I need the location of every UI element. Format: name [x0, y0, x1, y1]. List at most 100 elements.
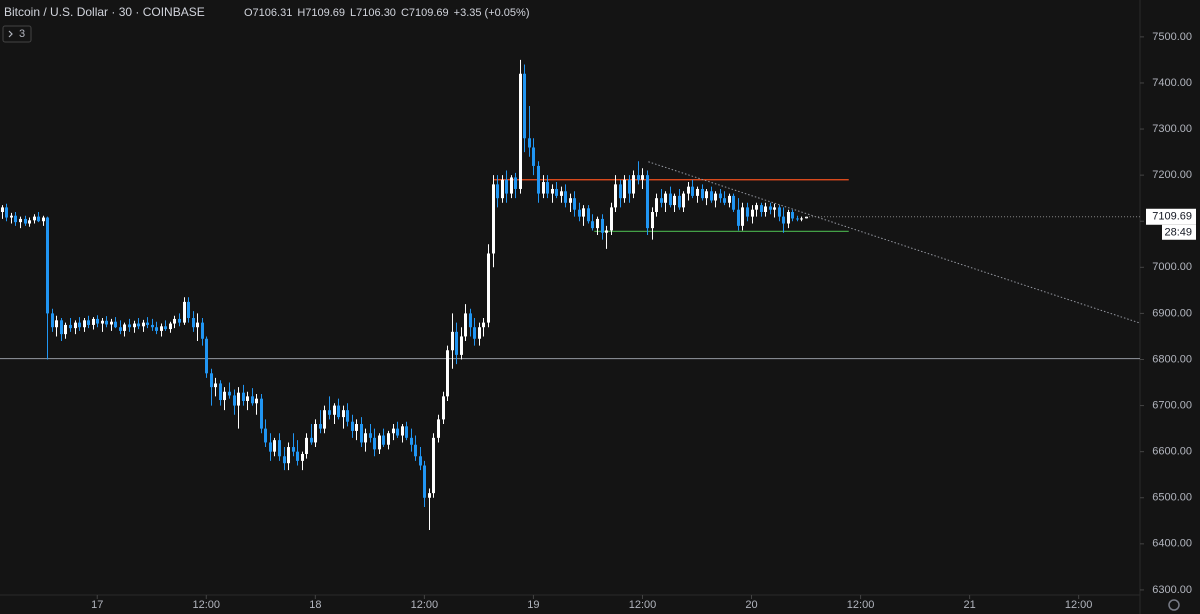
- candle-body: [1, 207, 4, 213]
- candle-body: [664, 193, 667, 203]
- candle-body: [42, 217, 45, 222]
- candle-body: [160, 326, 163, 331]
- candle-body: [46, 217, 49, 314]
- price-label: 7109.69: [1152, 211, 1192, 223]
- candle-body: [74, 322, 77, 329]
- candle-body: [401, 426, 404, 436]
- candle-body: [419, 456, 422, 466]
- x-tick-label: 12:00: [629, 599, 657, 611]
- candle-body: [178, 318, 181, 323]
- ohlc-value: O7106.31: [244, 7, 292, 19]
- candle-body: [601, 218, 604, 233]
- candle-body: [228, 391, 231, 396]
- candle-body: [596, 218, 599, 229]
- candle-body: [523, 73, 526, 139]
- candle-body: [19, 218, 22, 223]
- x-tick-label: 12:00: [411, 599, 439, 611]
- candle-body: [482, 322, 485, 328]
- symbol-title: Bitcoin / U.S. Dollar · 30 · COINBASE: [4, 5, 205, 19]
- candle-body: [264, 428, 267, 443]
- y-tick-label: 6900.00: [1152, 307, 1192, 319]
- x-tick-label: 17: [91, 599, 103, 611]
- candle-body: [710, 191, 713, 201]
- candle-body: [587, 208, 590, 222]
- ohlc-legend: O7106.31 H7109.69 L7106.30 C7109.69 +3.35 (+…: [244, 7, 530, 19]
- candle-body: [142, 322, 145, 327]
- candle-body: [691, 186, 694, 196]
- y-tick-label: 6300.00: [1152, 584, 1192, 596]
- candle-body: [728, 195, 731, 203]
- candle-body: [64, 324, 67, 335]
- candle-body: [410, 437, 413, 445]
- candle-body: [101, 320, 104, 324]
- candle-body: [269, 442, 272, 452]
- candle-body: [791, 212, 794, 219]
- countdown-box: [1162, 224, 1196, 240]
- candle-body: [414, 444, 417, 457]
- candle-body: [342, 410, 345, 418]
- candle-body: [83, 320, 86, 328]
- candle-body: [514, 177, 517, 189]
- candle-body: [146, 322, 149, 325]
- candle-body: [641, 175, 644, 180]
- candle-body: [173, 318, 176, 324]
- candle-body: [451, 331, 454, 351]
- candle-body: [137, 323, 140, 327]
- candle-body: [546, 182, 549, 194]
- candle-body: [455, 331, 458, 355]
- candle-body: [351, 421, 354, 431]
- candle-body: [623, 179, 626, 199]
- candle-body: [87, 320, 90, 325]
- candle-body: [751, 209, 754, 217]
- candle-body: [405, 426, 408, 438]
- candle-body: [755, 205, 758, 210]
- candle-body: [123, 324, 126, 331]
- settings-icon[interactable]: [1168, 599, 1180, 611]
- candle-body: [687, 186, 690, 194]
- candle-body: [564, 191, 567, 203]
- candle-body: [555, 188, 558, 196]
- candle-body: [537, 165, 540, 194]
- plot-area: [0, 59, 1141, 531]
- candle-body: [187, 301, 190, 319]
- candle-body: [437, 419, 440, 438]
- candle-body: [255, 398, 258, 404]
- indicator-toggle[interactable]: [2, 25, 32, 43]
- candle-body: [528, 138, 531, 148]
- candle-body: [24, 218, 27, 224]
- candle-body: [169, 323, 172, 330]
- candle-body: [469, 313, 472, 328]
- candle-body: [33, 216, 36, 221]
- candle-body: [219, 383, 222, 401]
- candle-body: [51, 313, 54, 328]
- candle-body: [246, 396, 249, 401]
- candle-body: [760, 205, 763, 213]
- indicator-count[interactable]: 3: [19, 28, 25, 40]
- candle-body: [696, 188, 699, 196]
- candle-body: [778, 207, 781, 217]
- candle-body: [669, 193, 672, 206]
- candle-body: [442, 396, 445, 420]
- candle-body: [196, 322, 199, 328]
- candle-body: [78, 322, 81, 328]
- candle-body: [637, 175, 640, 180]
- countdown: 28:49: [1164, 227, 1192, 239]
- candle-body: [805, 216, 808, 219]
- candle-body: [355, 424, 358, 431]
- y-tick-label: 6700.00: [1152, 399, 1192, 411]
- candle-body: [392, 428, 395, 434]
- candle-body: [782, 216, 785, 224]
- candle-body: [192, 318, 195, 328]
- candle-body: [364, 433, 367, 443]
- y-tick-label: 7500.00: [1152, 31, 1192, 43]
- candle-body: [251, 396, 254, 404]
- ohlc-value: C7109.69: [401, 7, 449, 19]
- candle-body: [333, 405, 336, 415]
- candle-body: [719, 193, 722, 199]
- x-tick-label: 20: [745, 599, 757, 611]
- trend-line: [648, 161, 1141, 324]
- candle-body: [310, 437, 313, 443]
- x-tick-label: 21: [963, 599, 975, 611]
- candle-body: [496, 184, 499, 199]
